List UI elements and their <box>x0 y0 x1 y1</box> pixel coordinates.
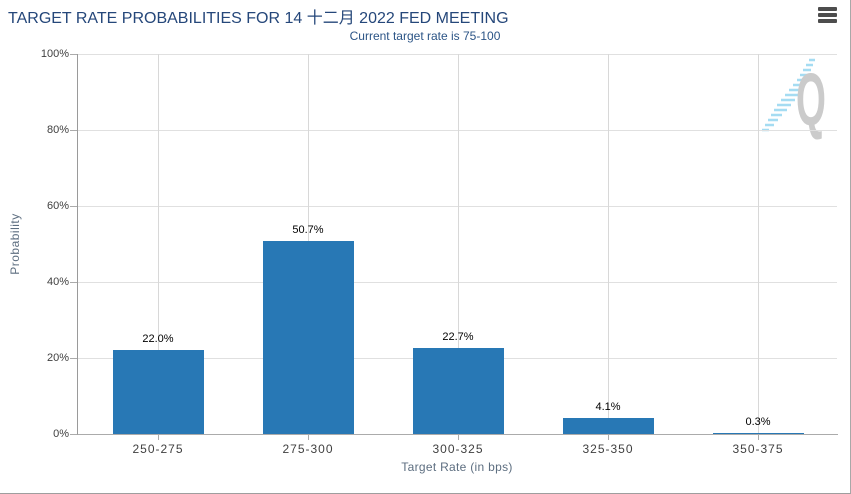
y-axis-tick-mark <box>70 358 77 359</box>
bar-value-label: 0.3% <box>745 416 771 428</box>
menu-bar-line <box>818 19 837 23</box>
hamburger-menu-icon[interactable] <box>818 7 837 23</box>
vertical-gridline <box>758 54 759 434</box>
bar[interactable] <box>712 433 804 434</box>
y-axis-tick-mark <box>70 282 77 283</box>
horizontal-gridline <box>78 130 837 131</box>
x-axis-tick-mark <box>158 435 159 440</box>
y-axis-tick-label: 100% <box>40 48 69 60</box>
plot-area <box>77 54 838 435</box>
watermark-swoosh-icon <box>762 58 815 132</box>
bar-value-label: 22.7% <box>442 331 474 343</box>
y-axis-tick-mark <box>70 434 77 435</box>
y-axis-tick-mark <box>70 54 77 55</box>
y-axis-tick-label: 60% <box>46 200 69 212</box>
x-axis-tick-label: 325-350 <box>582 442 634 456</box>
menu-bar-line <box>818 13 837 17</box>
x-axis-tick-label: 300-325 <box>432 442 484 456</box>
bar-value-label: 50.7% <box>292 224 324 236</box>
bar-value-label: 4.1% <box>595 401 621 413</box>
watermark-q-letter: Q <box>796 58 826 141</box>
x-axis-title: Target Rate (in bps) <box>401 460 513 474</box>
menu-bar-line <box>818 7 837 11</box>
x-axis-tick-label: 350-375 <box>732 442 784 456</box>
vertical-gridline <box>158 54 159 434</box>
chart-title: TARGET RATE PROBABILITIES FOR 14 十二月 202… <box>8 10 509 27</box>
bar[interactable] <box>412 348 504 434</box>
y-axis-tick-mark <box>70 206 77 207</box>
x-axis-tick-mark <box>758 435 759 440</box>
bar[interactable] <box>562 418 654 434</box>
horizontal-gridline <box>78 282 837 283</box>
x-axis-tick-label: 250-275 <box>132 442 184 456</box>
x-axis-tick-mark <box>308 435 309 440</box>
y-axis-tick-label: 0% <box>53 428 69 440</box>
x-axis-tick-label: 275-300 <box>282 442 334 456</box>
y-axis-title-wrap: Probability <box>2 54 28 434</box>
x-axis-tick-mark <box>458 435 459 440</box>
horizontal-gridline <box>78 54 837 55</box>
bar[interactable] <box>262 241 354 434</box>
x-axis-tick-mark <box>608 435 609 440</box>
horizontal-gridline <box>78 206 837 207</box>
quikstrike-watermark-logo: Q <box>758 56 848 141</box>
y-axis-tick-mark <box>70 130 77 131</box>
bar-value-label: 22.0% <box>142 333 174 345</box>
y-axis-tick-label: 80% <box>46 124 69 136</box>
bar[interactable] <box>112 350 204 434</box>
vertical-gridline <box>458 54 459 434</box>
y-axis-tick-label: 40% <box>46 276 69 288</box>
y-axis-tick-label: 20% <box>46 352 69 364</box>
chart-subtitle: Current target rate is 75-100 <box>349 29 501 43</box>
vertical-gridline <box>608 54 609 434</box>
y-axis-title: Probability <box>8 213 22 275</box>
